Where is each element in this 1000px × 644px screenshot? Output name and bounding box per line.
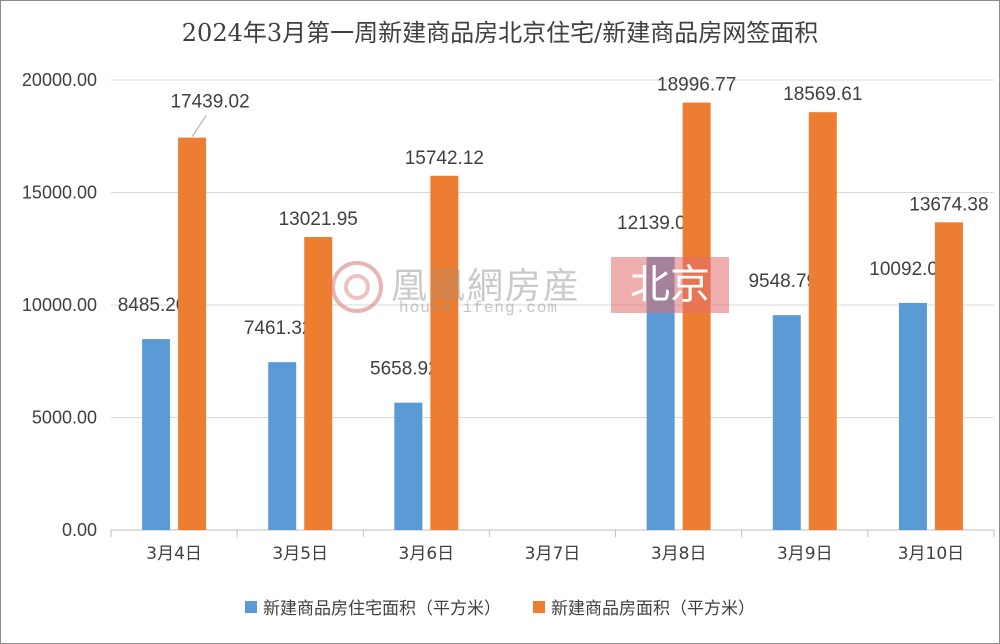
chart-legend: 新建商品房住宅面积（平方米） 新建商品房面积（平方米） (1, 594, 999, 619)
y-tick-label: 10000.00 (22, 295, 97, 315)
watermark-url: house.ifeng.com (399, 299, 559, 317)
bar-residential (772, 315, 801, 530)
data-label: 13674.38 (909, 194, 988, 215)
legend-swatch-residential (245, 600, 257, 613)
watermark-city: 北京 (611, 257, 729, 313)
y-tick-label: 0.00 (62, 520, 97, 540)
data-label: 15742.12 (405, 148, 484, 169)
data-label: 10092.01 (869, 259, 948, 280)
data-label: 18569.61 (783, 84, 862, 105)
chart-title: 2024年3月第一周新建商品房北京住宅/新建商品房网签面积 (181, 19, 819, 47)
legend-label-total: 新建商品房面积（平方米） (551, 599, 755, 619)
x-tick-label: 3月9日 (777, 544, 833, 564)
x-tick-label: 3月6日 (399, 544, 455, 564)
bar-residential (898, 302, 927, 530)
bar-total (808, 112, 837, 530)
legend-item-total: 新建商品房面积（平方米） (533, 594, 755, 619)
bar-residential (394, 402, 423, 530)
x-tick-label: 3月7日 (525, 544, 581, 564)
data-label: 13021.95 (279, 209, 358, 230)
x-tick-label: 3月8日 (651, 544, 707, 564)
legend-item-residential: 新建商品房住宅面积（平方米） (245, 594, 501, 619)
watermark-brand: 凰凰網房産 (391, 266, 582, 307)
bar-total (934, 222, 963, 530)
data-label: 7461.32 (244, 318, 313, 339)
data-label: 9548.79 (748, 271, 817, 292)
data-label: 12139.08 (617, 213, 696, 234)
y-tick-label: 20000.00 (22, 70, 97, 90)
bar-residential (268, 362, 297, 530)
bar-total (178, 137, 207, 530)
data-label: 17439.02 (170, 92, 249, 113)
x-tick-label: 3月5日 (272, 544, 328, 564)
data-label: 5658.92 (370, 359, 439, 380)
y-tick-label: 5000.00 (32, 408, 97, 428)
x-tick-label: 3月4日 (146, 544, 202, 564)
y-tick-label: 15000.00 (22, 183, 97, 203)
data-label: 8485.20 (118, 295, 187, 316)
bar-residential (142, 339, 171, 530)
bar-total (304, 237, 333, 531)
bar-total (430, 175, 459, 530)
x-tick-label: 3月10日 (898, 544, 964, 564)
legend-swatch-total (533, 600, 545, 613)
data-label: 18996.77 (657, 75, 736, 96)
data-label-leader (191, 115, 207, 137)
legend-label-residential: 新建商品房住宅面积（平方米） (263, 599, 501, 619)
watermark-logo-icon (331, 261, 383, 313)
bar-total (682, 102, 711, 530)
